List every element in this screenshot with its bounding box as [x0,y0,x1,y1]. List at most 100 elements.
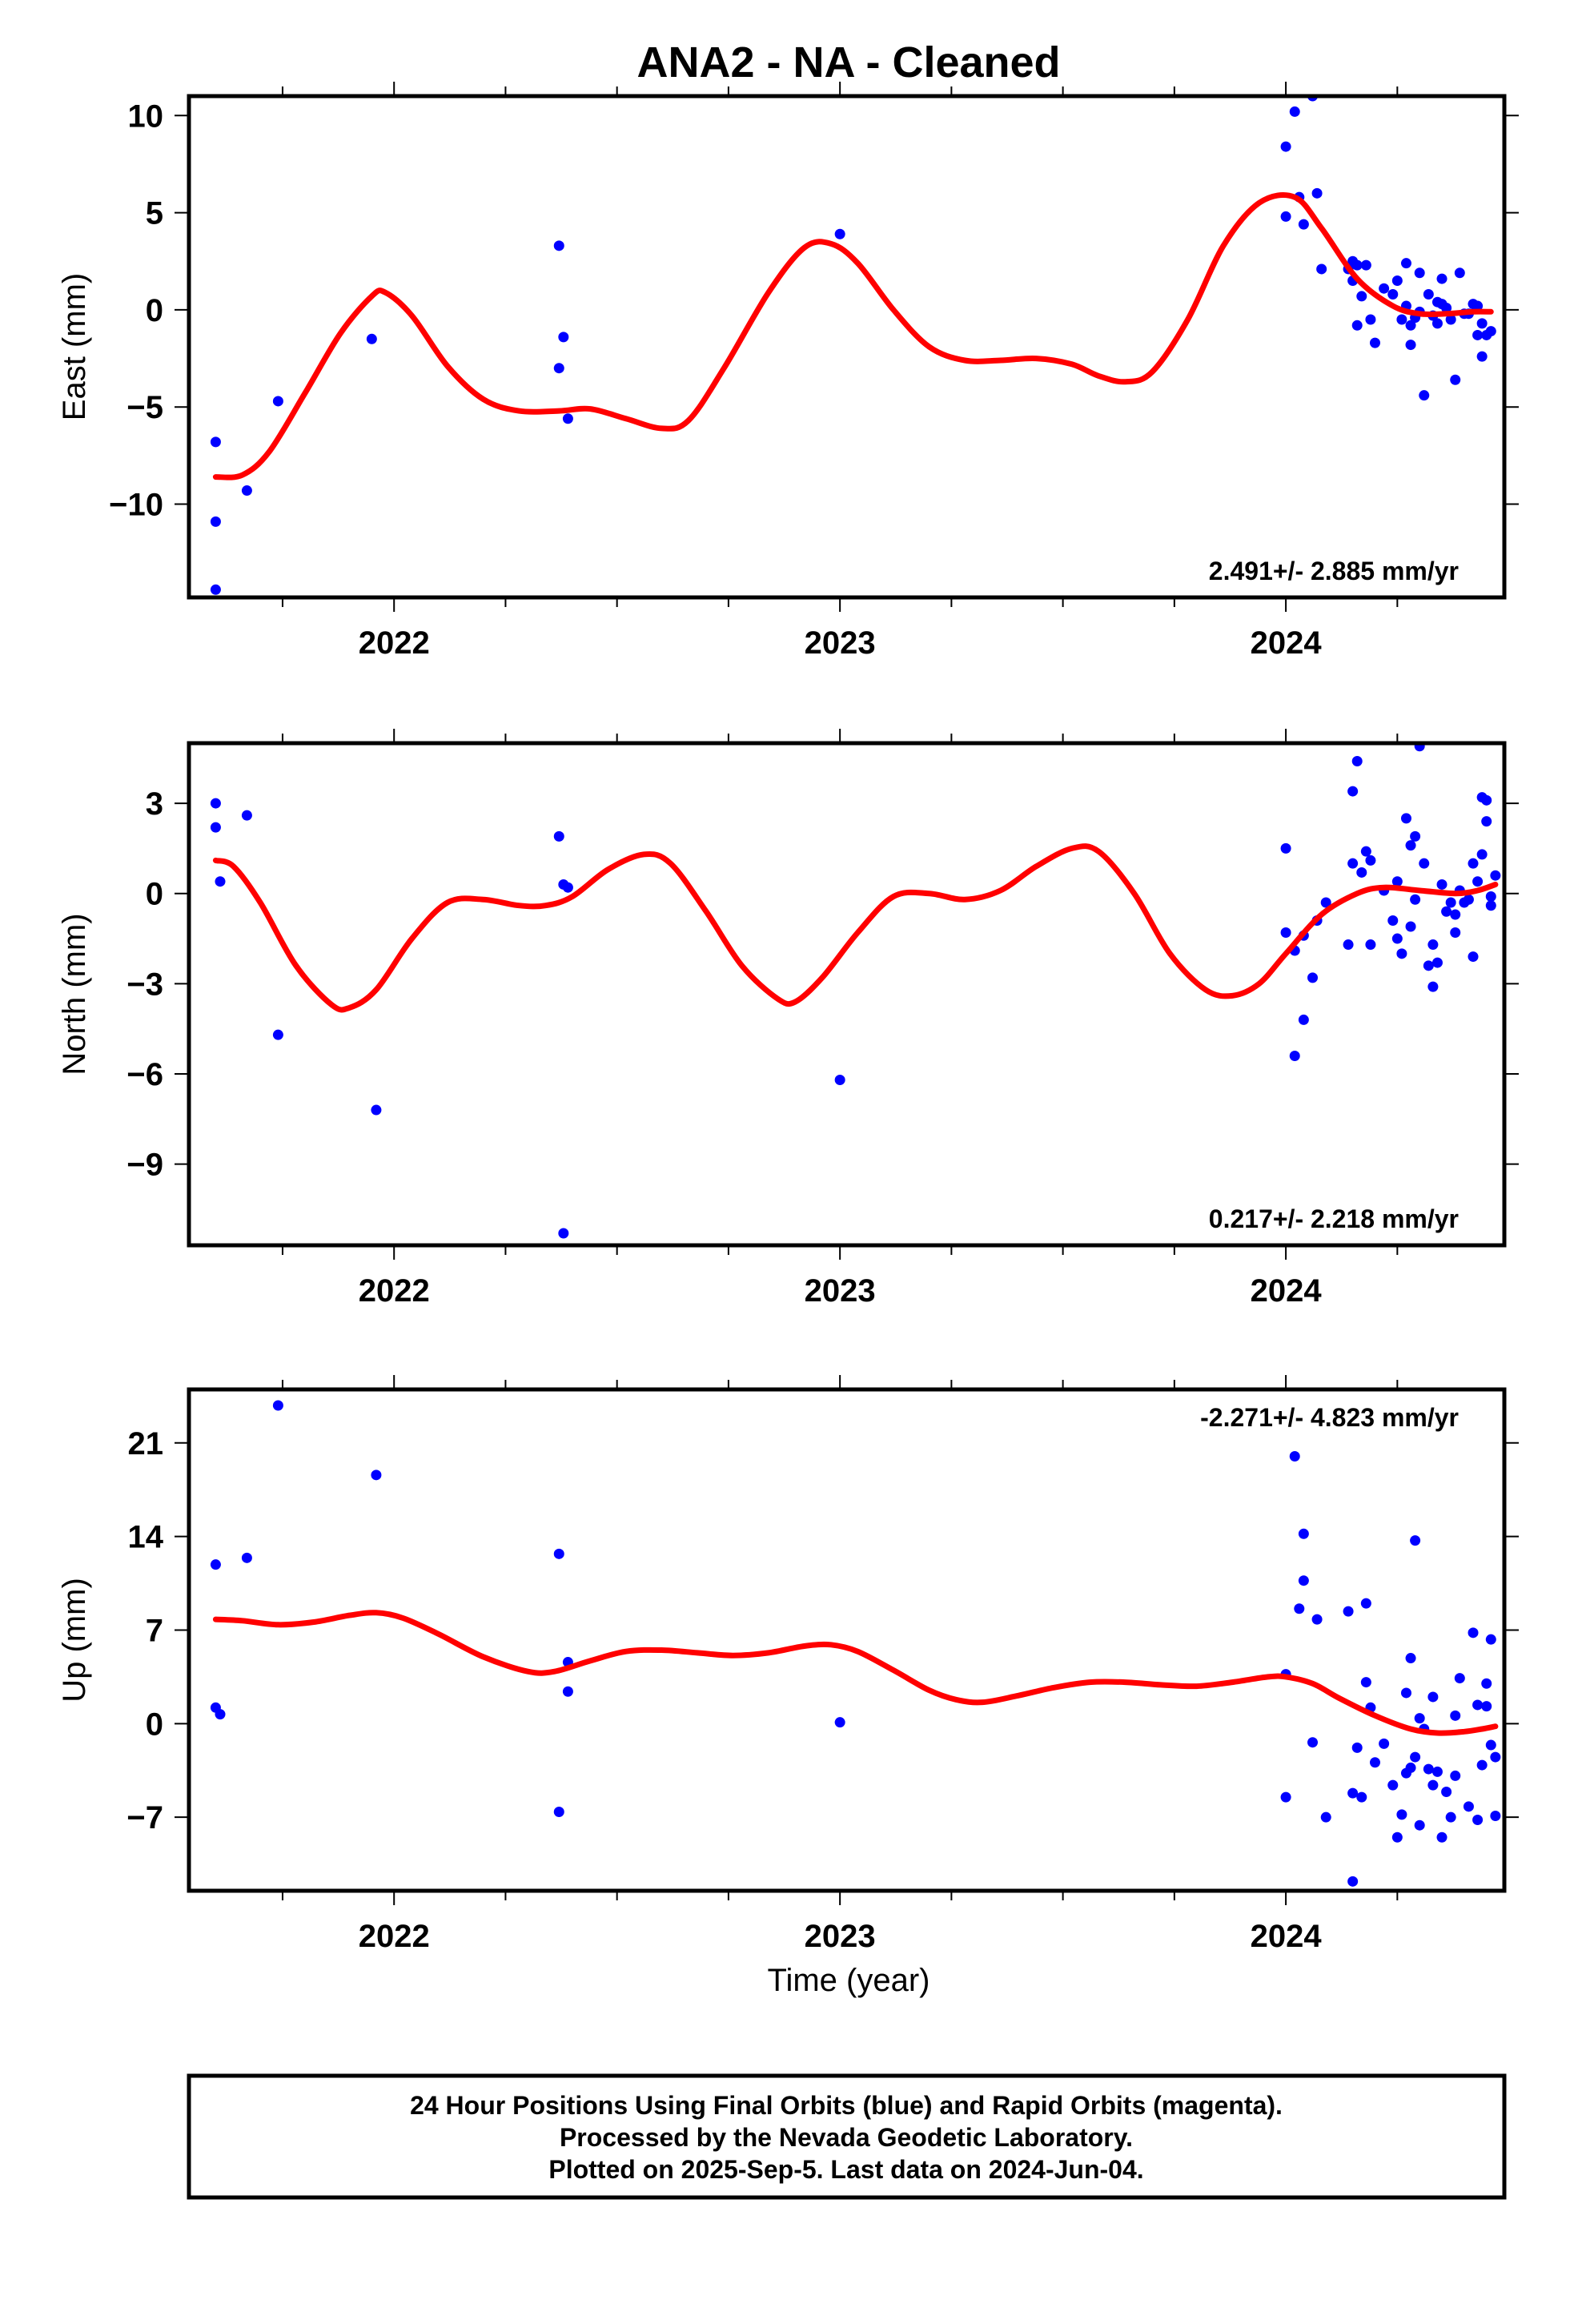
north-data-point [1405,921,1416,932]
up-ytick-label: 14 [128,1520,164,1555]
north-data-point [1351,756,1363,767]
north-data-point [1472,876,1484,887]
north-data-point [1365,854,1376,866]
east-data-point [241,485,252,497]
east-data-point [1360,259,1371,271]
north-xtick-label: 2022 [359,1273,430,1309]
east-ylabel: East (mm) [57,273,92,420]
up-data-point [1347,1876,1359,1887]
east-plot-area [210,96,1496,595]
east-ytick-label: 0 [146,293,163,328]
north-data-point [1347,858,1359,869]
up-data-point [1490,1751,1501,1763]
up-data-point [1320,1811,1331,1823]
up-xtick-label: 2022 [359,1919,430,1954]
north-data-point [1463,894,1474,905]
east-data-point [1391,275,1403,287]
up-data-point [1280,1791,1291,1803]
east-data-point [1351,259,1363,271]
up-data-point [1405,1653,1416,1664]
up-data-point [1445,1811,1456,1823]
up-data-point [272,1400,283,1411]
up-data-point [1369,1757,1380,1768]
north-data-point [1431,957,1443,968]
up-data-point [1400,1687,1411,1699]
east-data-point [1387,288,1399,300]
up-data-point [215,1709,226,1720]
up-data-point [1441,1786,1452,1797]
up-data-point [1472,1699,1484,1711]
north-data-point [1490,870,1501,881]
up-ylabel: Up (mm) [57,1578,92,1703]
east-data-point [1450,374,1461,385]
east-data-point [1445,314,1456,325]
up-data-point [1289,1450,1300,1462]
north-data-point [1387,915,1399,927]
north-data-point [1365,939,1376,951]
up-data-point [1414,1713,1425,1724]
up-data-point [1405,1762,1416,1773]
north-data-point [241,810,252,821]
up-ytick-label: 7 [146,1613,163,1648]
up-data-point [1298,1528,1309,1539]
east-data-point [1280,141,1291,152]
up-data-point [562,1686,573,1697]
east-data-point [1405,340,1416,351]
east-xtick-label: 2023 [805,625,876,661]
north-data-point [215,876,226,887]
north-data-point [558,1228,569,1239]
up-fit-line [212,1610,1499,1736]
north-ytick-label: 0 [146,877,163,912]
up-data-point [1485,1634,1496,1645]
up-data-point [1360,1598,1371,1609]
up-xtick-label: 2023 [805,1919,876,1954]
north-data-point [1356,866,1367,878]
up-data-point [210,1559,221,1570]
east-data-point [1311,187,1323,199]
east-data-point [834,228,845,239]
up-data-point [1294,1603,1305,1614]
up-data-point [1485,1739,1496,1751]
east-data-point [1405,320,1416,331]
east-frame [187,94,1507,600]
north-xtick-label: 2023 [805,1273,876,1309]
north-data-point [1450,927,1461,939]
up-data-point [1481,1701,1492,1712]
east-data-point [1472,300,1484,312]
north-ytick-label: −6 [126,1057,163,1092]
north-data-point [1445,897,1456,908]
east-data-point [1454,267,1465,279]
north-data-point [562,882,573,893]
up-data-point [553,1548,564,1559]
east-data-point [210,584,221,595]
north-ylabel: North (mm) [57,913,92,1075]
up-rate-label: -2.271+/- 4.823 mm/yr [1200,1403,1459,1432]
north-data-point [1405,840,1416,851]
up-data-point [1450,1710,1461,1721]
north-data-point [553,830,564,842]
north-data-point [1481,794,1492,806]
up-data-point [553,1807,564,1818]
north-data-point [1343,939,1354,951]
north-ytick-label: 3 [146,786,163,822]
north-xtick-label: 2024 [1251,1273,1323,1309]
footer-line-2: Processed by the Nevada Geodetic Laborat… [560,2123,1133,2152]
north-data-point [1307,972,1319,983]
north-data-point [1391,933,1403,944]
up-data-point [1379,1738,1390,1749]
north-plot-area [210,743,1501,1239]
up-data-point [1436,1831,1447,1843]
up-data-point [1414,1819,1425,1831]
east-data-point [1431,318,1443,329]
east-fit-line [212,191,1494,480]
up-data-point [1307,1737,1319,1748]
north-data-point [1414,743,1425,752]
east-data-point [210,516,221,527]
up-data-point [1351,1742,1363,1753]
north-data-point [1289,1050,1300,1061]
up-data-point [1423,1763,1434,1775]
up-plot-area [210,1400,1501,1887]
east-xtick-label: 2024 [1251,625,1323,661]
north-ytick-label: −9 [126,1148,163,1183]
north-data-point [1427,939,1439,951]
